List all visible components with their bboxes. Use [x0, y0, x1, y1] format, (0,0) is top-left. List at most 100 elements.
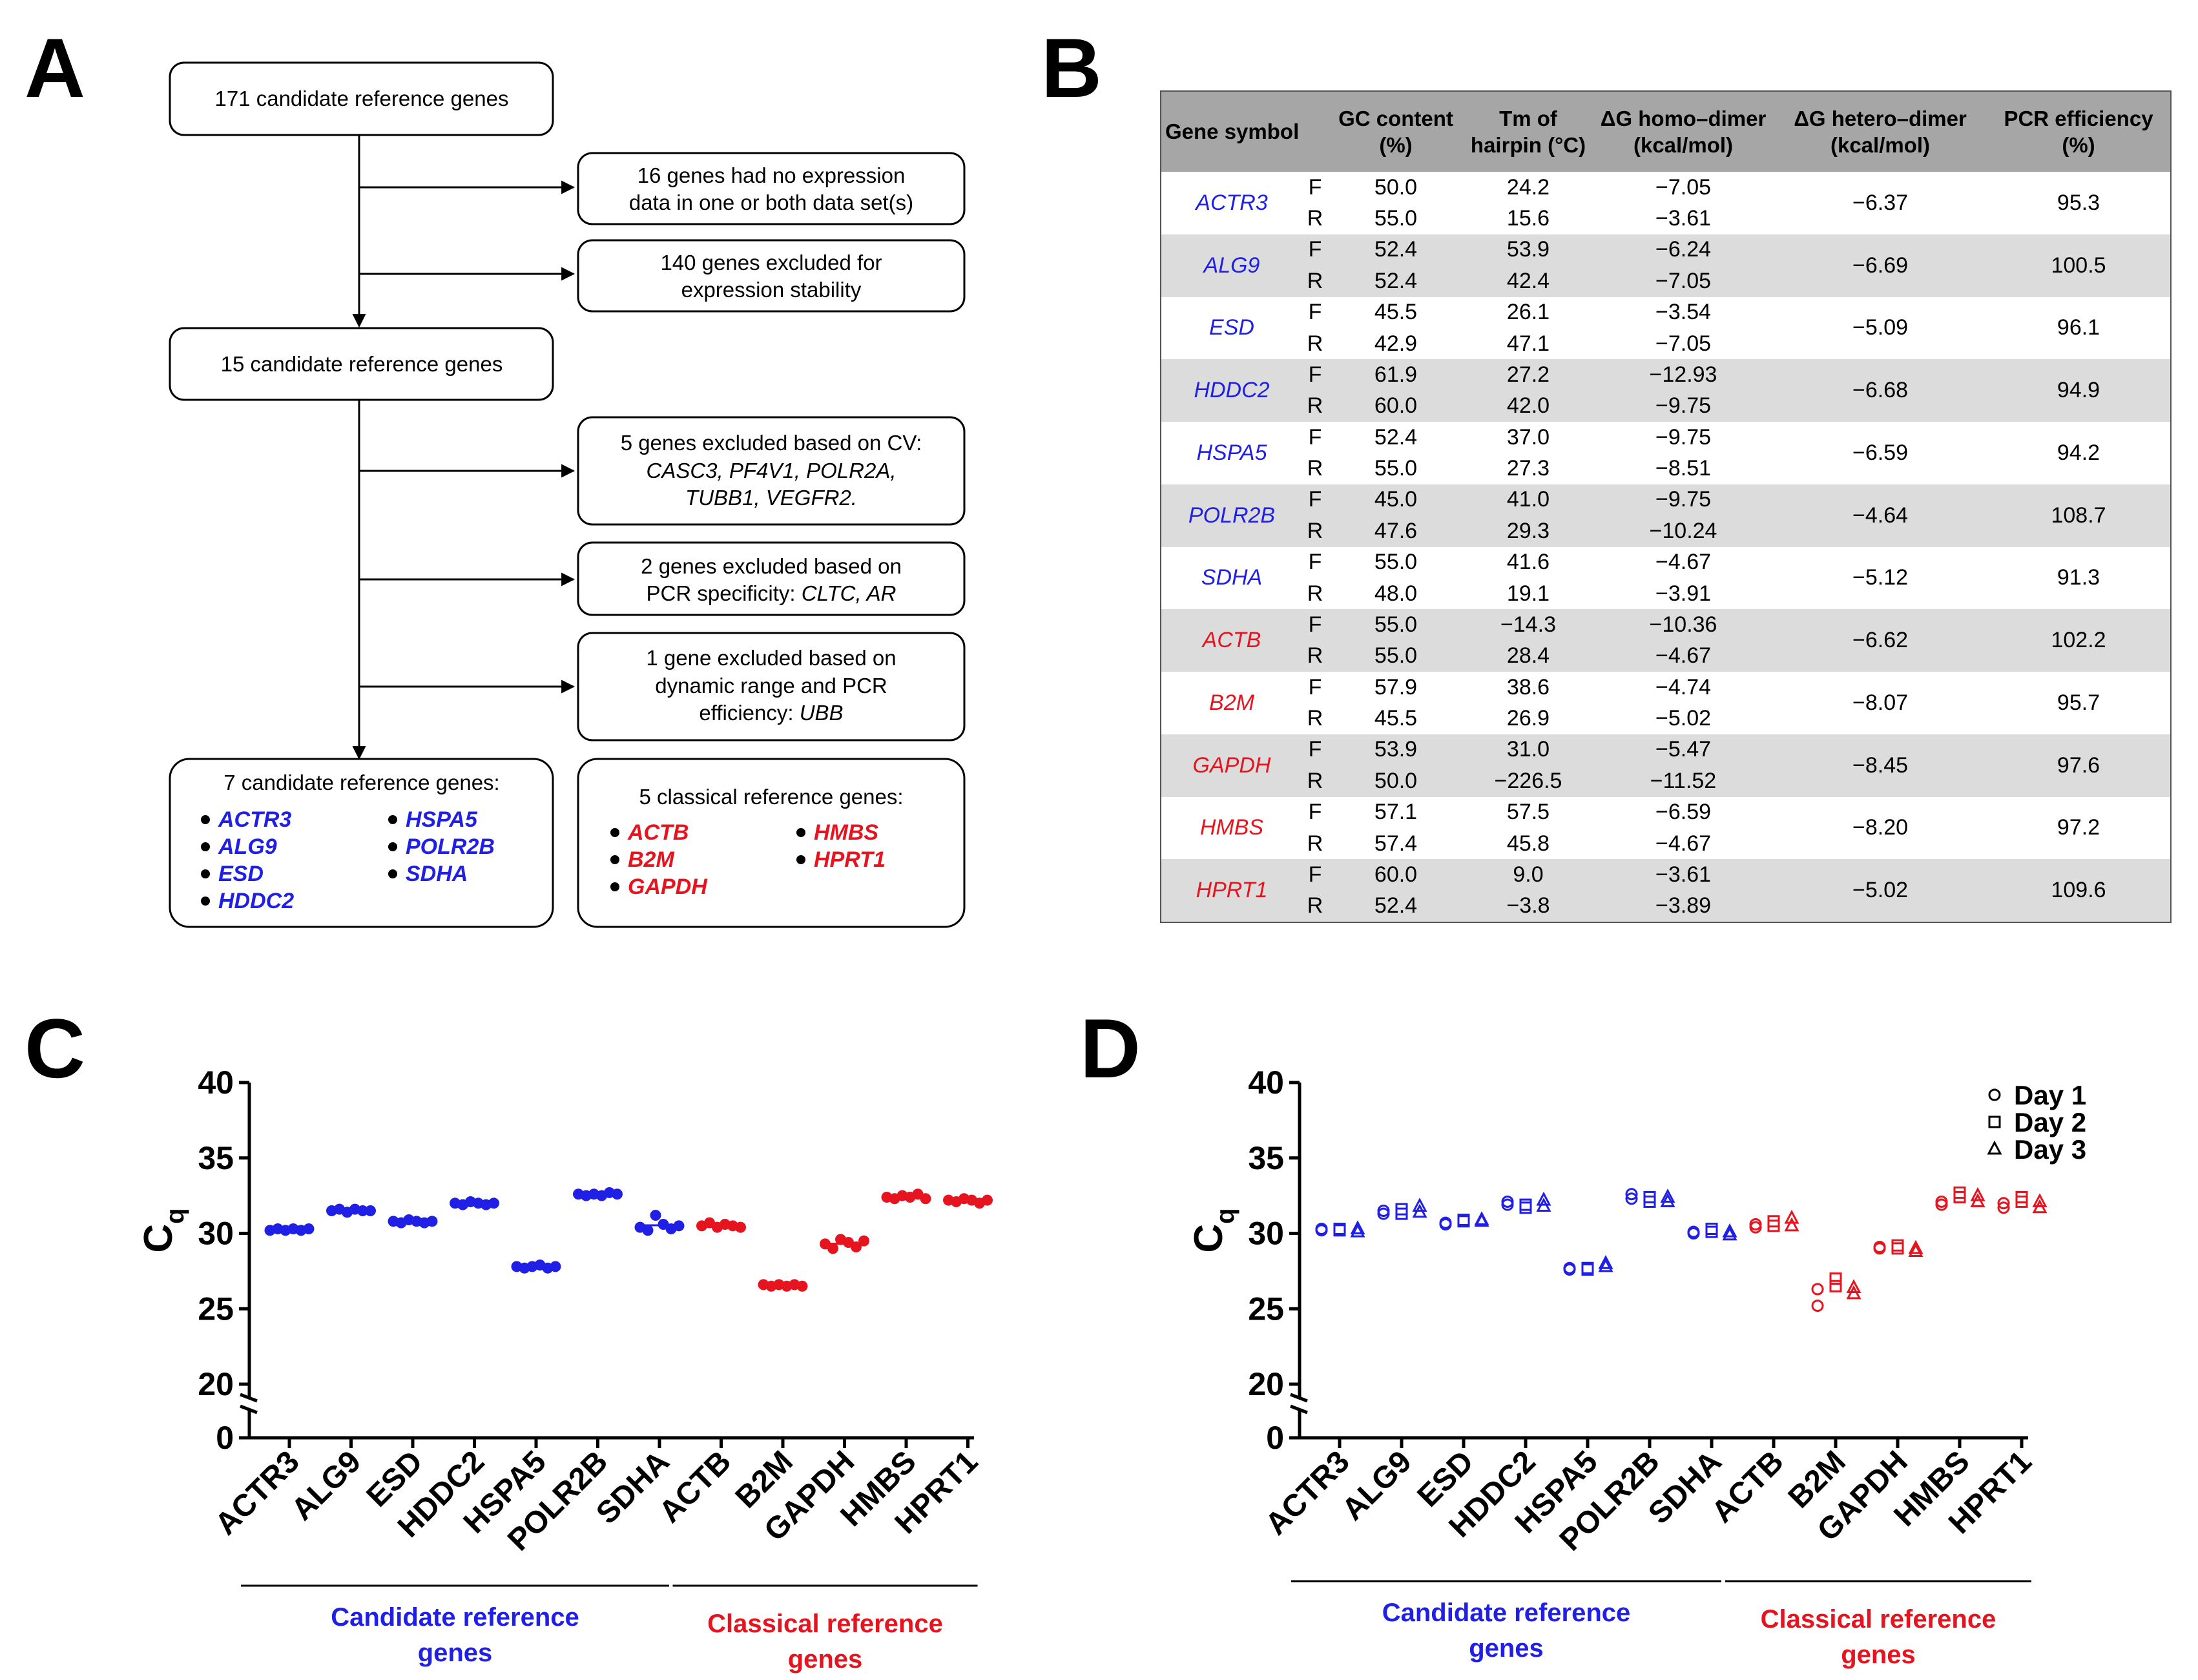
strand-cell: R — [1307, 331, 1323, 356]
tm-cell: 47.1 — [1506, 331, 1550, 356]
tm-cell: 26.1 — [1506, 300, 1550, 325]
candidate-gene-sdha: SDHA — [406, 862, 468, 886]
data-point — [1412, 1198, 1427, 1212]
tm-cell: 42.4 — [1464, 265, 1593, 297]
candidate-box-title: 7 candidate reference genes: — [223, 771, 499, 794]
data-point — [1350, 1223, 1365, 1238]
data-point — [1439, 1218, 1452, 1230]
series-day-3 — [1350, 1187, 2048, 1300]
y-tick-label: 20 — [198, 1366, 234, 1402]
dot-group-actr3 — [264, 1223, 315, 1236]
homo-dimer-cell: −3.89 — [1593, 890, 1774, 922]
gc-cell: 52.4 — [1328, 234, 1464, 266]
group-label: genes — [1841, 1641, 1916, 1669]
dot-group-hspa5 — [511, 1260, 561, 1274]
excl5-line1: 1 gene excluded based on — [646, 646, 896, 670]
efficiency-cell: 94.2 — [2057, 440, 2100, 465]
classical-gene-actb: ACTB — [627, 820, 689, 845]
data-point — [1474, 1212, 1489, 1227]
header-dg-hetero-dimer: ΔG hetero–dimer (kcal/mol) — [1774, 92, 1987, 172]
table-row: ALG9 F 52.4 53.9 −6.24 −6.69 100.5 — [1161, 234, 2171, 297]
dot-group-polr2b — [573, 1187, 623, 1201]
tm-cell: 19.1 — [1506, 581, 1550, 606]
data-point — [1660, 1193, 1675, 1207]
data-point — [1643, 1195, 1656, 1208]
series-day-2 — [1333, 1186, 2028, 1292]
tm-cell: 57.5 — [1506, 800, 1550, 825]
homo-dimer-cell: −6.24 — [1593, 234, 1774, 266]
excl5-line3-plain: efficiency: — [699, 701, 799, 725]
gc-cell: 57.1 — [1374, 800, 1418, 825]
candidate-gene-hddc2: HDDC2 — [218, 889, 294, 913]
hetero-dimer-cell: −5.12 — [1852, 565, 1909, 590]
bullet-icon — [388, 842, 397, 851]
hetero-dimer-cell: −8.07 — [1852, 690, 1909, 715]
data-point — [1829, 1272, 1842, 1285]
strand-cell: R — [1307, 706, 1323, 731]
gene-symbol-cell: POLR2B — [1161, 484, 1302, 547]
dot-group-hmbs — [881, 1188, 931, 1205]
strand-cell: R — [1307, 831, 1323, 856]
efficiency-cell: 97.2 — [2057, 815, 2100, 840]
strand-cell: R — [1307, 206, 1323, 231]
hetero-dimer-cell: −5.09 — [1852, 315, 1909, 340]
gc-cell: 53.9 — [1328, 734, 1464, 766]
strand-cell: R — [1302, 890, 1329, 922]
homo-dimer-cell: −3.91 — [1655, 581, 1712, 606]
y-axis-label: Cq — [1187, 1208, 1239, 1252]
tm-cell: 29.3 — [1464, 515, 1593, 547]
box-exclusion-stability — [577, 239, 966, 313]
series-day-1 — [1315, 1188, 2010, 1312]
group-label: Classical reference — [1761, 1605, 1996, 1633]
data-point — [1784, 1209, 1799, 1224]
data-point — [1987, 1140, 2002, 1155]
homo-dimer-cell: −4.67 — [1655, 831, 1712, 856]
panel-c-chart: 02025303540CqACTR3ALG9ESDHDDC2HSPA5POLR2… — [136, 1064, 993, 1674]
primer-table: Gene symbol GC content (%) Tm of hairpin… — [1161, 92, 2171, 922]
y-tick-label: 40 — [1248, 1064, 1284, 1101]
tm-cell: 31.0 — [1464, 734, 1593, 766]
panel-b-table: Gene symbol GC content (%) Tm of hairpin… — [1160, 90, 2172, 923]
box-exclusion-dynamic-range — [577, 632, 966, 741]
data-point — [426, 1216, 438, 1227]
tm-cell: −3.8 — [1464, 890, 1593, 922]
gc-cell: 55.0 — [1374, 206, 1418, 231]
y-tick-label: 25 — [1248, 1291, 1284, 1327]
data-point — [827, 1243, 838, 1254]
gene-symbol-cell: HSPA5 — [1196, 440, 1267, 465]
panel-a-label: A — [25, 21, 85, 115]
tm-cell: 15.6 — [1506, 206, 1550, 231]
gene-symbol-cell: HMBS — [1199, 815, 1264, 840]
efficiency-cell: 95.3 — [2057, 190, 2100, 215]
group-label: Candidate reference — [331, 1603, 579, 1632]
table-row: SDHA F 55.0 41.6 −4.67 −5.12 91.3 — [1161, 547, 2170, 590]
strand-cell: F — [1308, 300, 1322, 325]
data-point — [1829, 1280, 1842, 1292]
data-point — [1660, 1188, 1675, 1203]
y-axis — [1290, 1083, 1308, 1438]
excl1-line1: 16 genes had no expression — [638, 163, 906, 187]
strand-cell: F — [1302, 734, 1329, 766]
data-point — [1377, 1207, 1390, 1220]
dot-group-b2m — [758, 1279, 808, 1292]
gc-cell: 57.4 — [1374, 831, 1418, 856]
homo-dimer-cell: −10.36 — [1593, 609, 1774, 641]
gene-symbol-cell: HDDC2 — [1161, 359, 1302, 422]
data-point — [1722, 1223, 1737, 1238]
homo-dimer-cell: −9.75 — [1655, 424, 1712, 450]
homo-dimer-cell: −8.51 — [1655, 456, 1712, 481]
homo-dimer-cell: −4.67 — [1593, 640, 1774, 672]
gc-cell: 52.4 — [1328, 265, 1464, 297]
homo-dimer-cell: −9.75 — [1593, 390, 1774, 422]
y-tick-label: 30 — [198, 1216, 234, 1252]
strand-cell: F — [1308, 174, 1322, 200]
strand-cell: F — [1308, 674, 1322, 700]
table-row: R 48.0 19.1 −3.91 — [1161, 578, 2170, 609]
data-point — [920, 1193, 931, 1205]
bullet-icon — [388, 815, 397, 824]
box-exclusion-cv — [577, 416, 966, 526]
gc-cell: 42.9 — [1374, 331, 1418, 356]
data-point — [650, 1209, 661, 1221]
dot-group-esd — [388, 1214, 438, 1229]
